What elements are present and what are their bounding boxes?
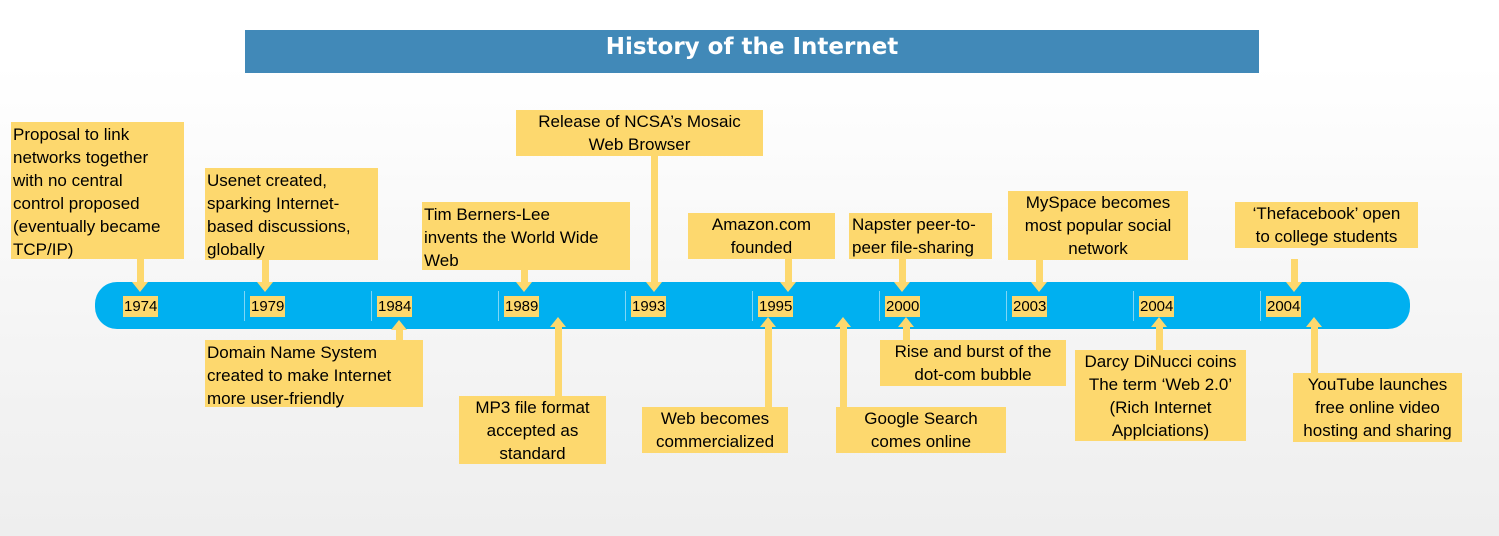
timeline-tick [1006,291,1007,321]
connector [1156,327,1163,350]
arrow-up [835,317,851,327]
timeline-tick [498,291,499,321]
event-web20: Darcy DiNucci coins The term ‘Web 2.0’ (… [1075,350,1246,441]
year-label: 1974 [123,296,159,317]
connector [785,259,792,283]
arrow-down [780,282,796,292]
arrow-down [257,282,273,292]
event-mp3: MP3 file format accepted as standard [459,396,606,464]
arrow-down [1286,282,1302,292]
arrow-up [550,317,566,327]
timeline-tick [879,291,880,321]
event-amazon: Amazon.com founded [688,213,835,259]
connector [137,259,144,283]
event-web-commercialized: Web becomes commercialized [642,407,788,453]
timeline-tick [1260,291,1261,321]
connector [1291,259,1298,283]
event-thefacebook: ‘Thefacebook’ open to college students [1235,202,1418,248]
connector [840,327,847,407]
event-google: Google Search comes online [836,407,1006,453]
arrow-down [1031,282,1047,292]
timeline-tick [1133,291,1134,321]
event-youtube: YouTube launches free online video hosti… [1293,373,1462,442]
connector [1311,327,1318,373]
connector [765,327,772,407]
year-label: 1993 [631,296,667,317]
year-label: 1979 [250,296,286,317]
arrow-up [760,317,776,327]
event-napster: Napster peer-to- peer file-sharing [849,213,992,259]
arrow-down [646,282,662,292]
timeline-tick [371,291,372,321]
timeline-tick [625,291,626,321]
arrow-up [898,317,914,327]
event-usenet: Usenet created, sparking Internet- based… [205,168,378,260]
event-mosaic: Release of NCSA’s Mosaic Web Browser [516,110,763,156]
event-dotcom: Rise and burst of the dot-com bubble [880,340,1066,386]
year-label: 1989 [504,296,540,317]
event-proposal: Proposal to link networks together with … [11,122,184,259]
event-berners-lee: Tim Berners-Lee invents the World Wide W… [422,202,630,270]
connector [1036,260,1043,283]
year-label: 2004 [1266,296,1302,317]
connector [899,259,906,283]
year-label: 2003 [1012,296,1048,317]
year-label: 2000 [885,296,921,317]
arrow-down [516,282,532,292]
arrow-up [391,320,407,330]
arrow-up [1151,317,1167,327]
arrow-up [1306,317,1322,327]
year-label: 1995 [758,296,794,317]
connector [396,329,403,340]
connector [555,327,562,396]
year-label: 1984 [377,296,413,317]
timeline-tick [752,291,753,321]
connector [651,156,658,283]
connector [903,327,910,340]
event-dns: Domain Name System created to make Inter… [205,340,423,408]
page-title: History of the Internet [245,30,1259,73]
connector [521,270,528,283]
year-label: 2004 [1139,296,1175,317]
arrow-down [894,282,910,292]
timeline-tick [244,291,245,321]
arrow-down [132,282,148,292]
event-myspace: MySpace becomes most popular social netw… [1008,191,1188,260]
connector [262,260,269,283]
